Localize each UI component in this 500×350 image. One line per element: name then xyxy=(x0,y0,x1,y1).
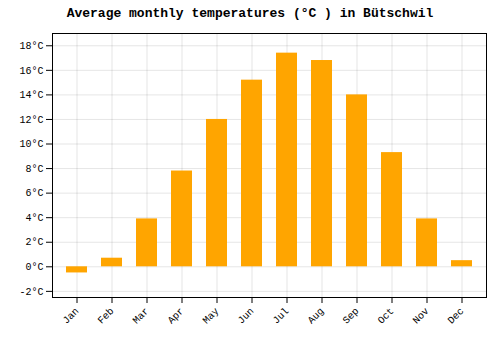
svg-text:Oct: Oct xyxy=(376,306,397,327)
svg-text:Apr: Apr xyxy=(166,306,187,327)
svg-text:12°C: 12°C xyxy=(19,115,43,126)
svg-text:-2°C: -2°C xyxy=(19,287,43,298)
svg-text:Sep: Sep xyxy=(341,306,362,327)
html-text:Average monthly temperatures (: Average monthly temperatures (°C ) in Bü… xyxy=(66,6,434,21)
svg-text:18°C: 18°C xyxy=(19,41,43,52)
svg-text:Jan: Jan xyxy=(61,306,82,327)
svg-text:8°C: 8°C xyxy=(25,164,43,175)
svg-text:10°C: 10°C xyxy=(19,139,43,150)
svg-text:16°C: 16°C xyxy=(19,66,43,77)
svg-text:Dec: Dec xyxy=(446,306,467,327)
svg-text:Mar: Mar xyxy=(131,306,152,327)
svg-text:6°C: 6°C xyxy=(25,188,43,199)
svg-text:May: May xyxy=(201,306,222,327)
svg-text:0°C: 0°C xyxy=(25,262,43,273)
svg-text:Aug: Aug xyxy=(306,306,327,327)
svg-text:14°C: 14°C xyxy=(19,90,43,101)
svg-text:Nov: Nov xyxy=(411,306,432,327)
svg-text:Jun: Jun xyxy=(236,306,257,327)
svg-text:Feb: Feb xyxy=(96,306,117,327)
svg-text:2°C: 2°C xyxy=(25,237,43,248)
svg-text:4°C: 4°C xyxy=(25,213,43,224)
svg-text:Jul: Jul xyxy=(271,306,292,327)
